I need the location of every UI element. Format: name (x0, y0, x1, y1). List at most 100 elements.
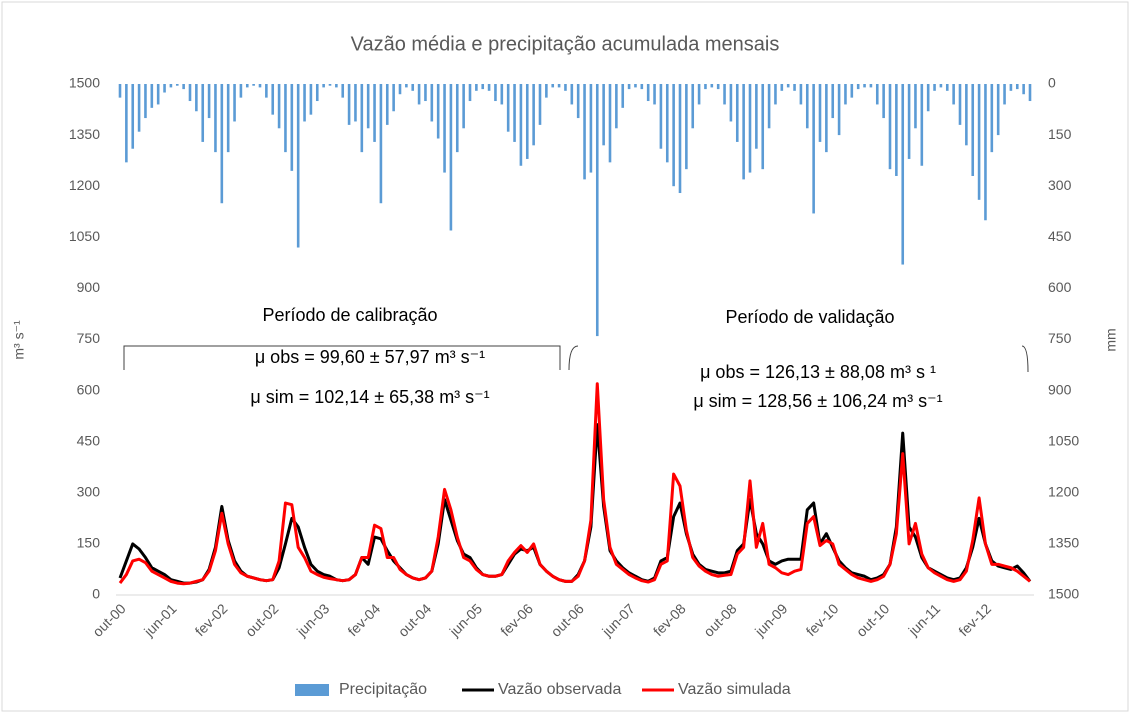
y2-tick-label: 0 (1048, 75, 1056, 91)
precipitation-bar (767, 84, 771, 129)
precipitation-bar (455, 84, 459, 153)
precipitation-bar (335, 84, 338, 88)
precipitation-bar (513, 84, 516, 142)
legend-swatch (295, 684, 329, 696)
annotation: Período de calibração (262, 305, 437, 325)
precipitation-bar (169, 84, 173, 88)
precipitation-bar (735, 84, 739, 142)
precipitation-bar (875, 84, 879, 105)
precipitation-bar (672, 84, 675, 187)
precipitation-bar (926, 84, 930, 112)
precipitation-bar (506, 84, 510, 132)
precipitation-bar (125, 84, 128, 163)
precipitation-bar (239, 84, 243, 98)
y2-tick-label: 450 (1048, 228, 1072, 244)
precipitation-bar (990, 84, 994, 153)
precipitation-bar (850, 84, 854, 98)
precipitation-bar (195, 84, 198, 112)
precipitation-bar (856, 84, 860, 90)
precipitation-bar (863, 84, 866, 88)
legend-label: Vazão observada (498, 681, 621, 698)
precipitation-bar (729, 84, 733, 122)
precipitation-bar (774, 84, 777, 105)
precipitation-bar (296, 84, 300, 248)
y-tick-label: 600 (77, 381, 101, 397)
precipitation-bar (595, 84, 599, 337)
y-tick-label: 750 (77, 330, 101, 346)
precipitation-bar (1009, 84, 1013, 91)
y-tick-label: 150 (77, 535, 101, 551)
precipitation-bar (347, 84, 351, 125)
precipitation-bar (436, 84, 440, 139)
precipitation-bar (538, 84, 542, 125)
y-tick-label: 1500 (69, 75, 100, 91)
precipitation-bar (462, 84, 465, 129)
precipitation-bar (583, 84, 586, 180)
y-tick-label: 1050 (69, 228, 100, 244)
precipitation-bar (226, 84, 230, 153)
precipitation-bar (430, 84, 434, 122)
precipitation-bar (901, 84, 905, 265)
precipitation-bar (1028, 84, 1032, 102)
precipitation-bar (627, 84, 631, 90)
precipitation-bar (468, 84, 472, 102)
precipitation-bar (844, 84, 847, 105)
y2-tick-label: 1500 (1048, 586, 1079, 602)
precipitation-bar (825, 84, 828, 153)
precipitation-bar (812, 84, 815, 214)
precipitation-bar (551, 84, 555, 88)
precipitation-bar (398, 84, 402, 95)
precipitation-bar (214, 84, 217, 153)
precipitation-bar (888, 84, 892, 170)
precipitation-bar (678, 84, 682, 194)
y-tick-label: 1200 (69, 177, 100, 193)
precipitation-bar (914, 84, 917, 129)
precipitation-bar (424, 84, 427, 102)
precipitation-bar (1015, 84, 1019, 90)
annotation: Período de validação (725, 307, 894, 327)
precipitation-bar (277, 84, 281, 129)
precipitation-bar (882, 84, 885, 119)
y-tick-label: 1350 (69, 126, 100, 142)
precipitation-bar (188, 84, 192, 102)
precipitation-bar (742, 84, 745, 180)
precipitation-bar (945, 84, 949, 91)
chart-title: Vazão média e precipitação acumulada men… (351, 33, 780, 55)
precipitation-bar (564, 84, 567, 91)
precipitation-bar (659, 84, 663, 149)
precipitation-bar (621, 84, 625, 108)
annotation: μ obs = 99,60 ± 57,97 m³ s⁻¹ (255, 347, 485, 367)
precipitation-bar (716, 84, 720, 90)
precipitation-bar (207, 84, 211, 119)
precipitation-bar (799, 84, 803, 105)
precipitation-bar (500, 84, 504, 105)
precipitation-bar (576, 84, 580, 119)
precipitation-bar (405, 84, 408, 88)
precipitation-bar (481, 84, 485, 90)
precipitation-bar (150, 84, 154, 108)
annotation: μ sim = 128,56 ± 106,24 m³ s⁻¹ (693, 391, 942, 411)
precipitation-bar (201, 84, 205, 142)
precipitation-bar (818, 84, 822, 142)
y2-tick-label: 900 (1048, 381, 1072, 397)
y-tick-label: 0 (92, 586, 100, 602)
precipitation-bar (640, 84, 644, 90)
precipitation-bar (385, 84, 389, 125)
precipitation-bar (691, 84, 695, 129)
annotation: μ sim = 102,14 ± 65,38 m³ s⁻¹ (250, 387, 489, 407)
precipitation-bar (443, 84, 446, 173)
precipitation-bar (131, 84, 135, 149)
precipitation-bar (570, 84, 574, 105)
precipitation-bar (977, 84, 981, 200)
precipitation-bar (1022, 84, 1025, 95)
precipitation-bar (392, 84, 395, 112)
precipitation-bar (144, 84, 147, 119)
precipitation-bar (545, 84, 548, 98)
legend-label: Precipitação (339, 681, 427, 698)
precipitation-bar (271, 84, 275, 115)
precipitation-bar (315, 84, 319, 102)
precipitation-bar (965, 84, 968, 146)
precipitation-bar (646, 84, 650, 102)
y-axis-label: m³ s⁻¹ (11, 320, 27, 360)
precipitation-bar (793, 84, 796, 91)
